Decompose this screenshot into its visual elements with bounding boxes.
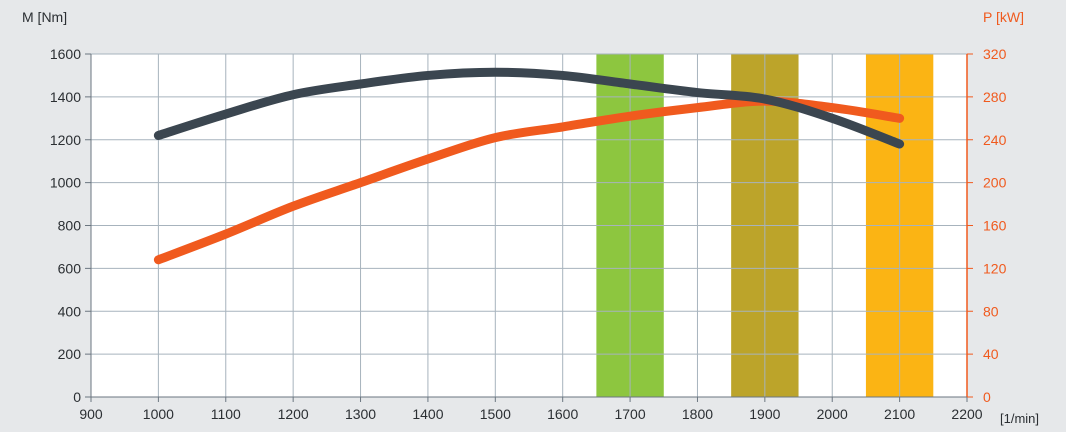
right-tick-label: 280 [983, 89, 1007, 105]
left-tick-label: 600 [58, 260, 82, 276]
left-tick-label: 400 [58, 303, 82, 319]
x-tick-label: 1200 [278, 406, 309, 422]
x-tick-label: 1500 [480, 406, 511, 422]
x-tick-label: 1100 [211, 406, 241, 422]
x-tick-label: 1600 [547, 406, 578, 422]
left-tick-label: 0 [73, 389, 81, 405]
left-tick-label: 800 [58, 218, 82, 234]
right-tick-label: 80 [983, 303, 999, 319]
right-tick-label: 0 [983, 389, 991, 405]
left-tick-label: 1400 [50, 89, 81, 105]
x-tick-label: 1800 [682, 406, 713, 422]
x-tick-label: 2100 [884, 406, 915, 422]
right-tick-label: 200 [983, 175, 1007, 191]
left-tick-label: 1200 [50, 132, 81, 148]
x-axis-unit-label: [1/min] [1000, 411, 1040, 426]
right-tick-label: 240 [983, 132, 1007, 148]
torque-curve [153, 67, 905, 149]
x-tick-label: 2000 [817, 406, 848, 422]
x-tick-label: 900 [79, 406, 103, 422]
right-tick-label: 320 [983, 46, 1007, 62]
right-tick-label: 120 [983, 260, 1007, 276]
x-tick-label: 1400 [412, 406, 443, 422]
right-axis-title: P [kW] [983, 9, 1024, 25]
right-tick-label: 160 [983, 218, 1007, 234]
x-tick-label: 1000 [143, 406, 174, 422]
x-tick-label: 1700 [614, 406, 645, 422]
x-tick-label: 1900 [749, 406, 780, 422]
left-axis-title: M [Nm] [22, 9, 68, 25]
left-tick-label: 200 [58, 346, 82, 362]
right-tick-label: 40 [983, 346, 999, 362]
left-tick-label: 1600 [50, 46, 81, 62]
left-tick-label: 1000 [50, 175, 81, 191]
x-tick-label: 1300 [345, 406, 376, 422]
x-tick-label: 2200 [951, 406, 982, 422]
